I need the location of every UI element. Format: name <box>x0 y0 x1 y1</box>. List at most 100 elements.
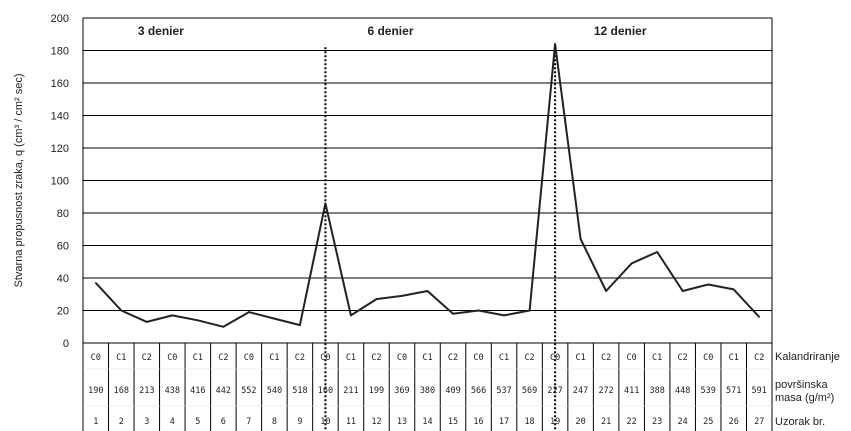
sample-number-cell: 24 <box>678 417 688 427</box>
data-point <box>299 324 301 326</box>
sample-number-cell: 6 <box>221 417 226 427</box>
mass-cell: 272 <box>598 386 613 396</box>
mass-cell: 448 <box>675 386 690 396</box>
data-point <box>273 317 276 320</box>
data-point <box>528 309 531 312</box>
sample-number-cell: 20 <box>575 417 585 427</box>
data-point <box>94 282 97 284</box>
y-tick-label: 60 <box>57 241 69 253</box>
calendering-cell: C1 <box>422 353 432 363</box>
mass-cell: 199 <box>369 386 384 396</box>
data-point <box>554 43 556 45</box>
sample-number-cell: 4 <box>170 417 175 427</box>
y-tick-label: 20 <box>57 306 69 318</box>
calendering-cell: C0 <box>320 353 330 363</box>
row-label-masa: površinska masa (g/m²) <box>775 379 834 404</box>
mass-cell: 211 <box>343 386 358 396</box>
data-point <box>426 290 429 292</box>
sample-number-cell: 17 <box>499 417 509 427</box>
mass-cell: 388 <box>649 386 664 396</box>
sample-number-cell: 19 <box>550 417 560 427</box>
y-tick-label: 140 <box>51 111 69 123</box>
data-point <box>681 290 684 292</box>
mass-cell: 380 <box>420 386 435 396</box>
y-tick-label: 160 <box>51 78 69 90</box>
data-point <box>605 290 607 292</box>
sample-number-cell: 25 <box>703 417 713 427</box>
data-point <box>324 202 327 205</box>
mass-cell: 213 <box>139 386 154 396</box>
y-tick-label: 180 <box>51 46 69 58</box>
sample-number-cell: 26 <box>729 417 739 427</box>
calendering-cell: C0 <box>244 353 254 363</box>
y-axis-label: Stvarna propusnost zraka, q (cm³ / cm² s… <box>13 74 25 288</box>
calendering-cell: C0 <box>91 353 101 363</box>
data-point <box>248 311 250 313</box>
mass-cell: 409 <box>445 386 460 396</box>
calendering-cell: C1 <box>575 353 585 363</box>
y-tick-label: 120 <box>51 143 69 155</box>
calendering-cell: C0 <box>397 353 407 363</box>
data-point <box>758 316 761 318</box>
y-tick-label: 0 <box>63 338 69 350</box>
mass-cell: 168 <box>114 386 129 396</box>
calendering-cell: C1 <box>729 353 739 363</box>
data-point <box>656 251 658 253</box>
calendering-cell: C1 <box>346 353 356 363</box>
sample-number-cell: 1 <box>93 417 98 427</box>
sample-number-cell: 3 <box>144 417 149 427</box>
mass-cell: 537 <box>496 386 511 396</box>
mass-cell: 518 <box>292 386 307 396</box>
calendering-cell: C2 <box>678 353 688 363</box>
y-tick-label: 80 <box>57 208 69 220</box>
sample-number-cell: 12 <box>371 417 381 427</box>
data-point <box>707 283 710 286</box>
mass-cell: 540 <box>267 386 282 396</box>
data-point <box>375 298 378 300</box>
sample-number-cell: 8 <box>272 417 277 427</box>
mass-cell: 416 <box>190 386 205 396</box>
sample-number-cell: 15 <box>448 417 458 427</box>
sample-number-cell: 11 <box>346 417 356 427</box>
sample-number-cell: 9 <box>297 417 302 427</box>
sample-number-cell: 27 <box>754 417 764 427</box>
mass-cell: 438 <box>165 386 180 396</box>
data-point <box>503 314 505 317</box>
data-point <box>732 288 735 291</box>
group-label: 12 denier <box>594 24 647 38</box>
data-point <box>401 295 403 297</box>
mass-cell: 442 <box>216 386 231 396</box>
sample-number-cell: 13 <box>397 417 407 427</box>
mass-cell: 539 <box>701 386 716 396</box>
row-label-uzorak: Uzorak br. <box>775 416 825 428</box>
mass-cell: 160 <box>318 386 333 396</box>
data-point <box>477 309 480 312</box>
calendering-cell: C2 <box>524 353 534 363</box>
y-tick-label: 40 <box>57 273 69 285</box>
data-point <box>630 262 633 265</box>
data-point <box>120 309 123 312</box>
mass-cell: 227 <box>547 386 562 396</box>
group-label: 3 denier <box>138 24 184 38</box>
calendering-cell: C2 <box>295 353 305 363</box>
data-point <box>145 321 148 323</box>
mass-cell: 411 <box>624 386 639 396</box>
y-tick-label: 200 <box>51 13 69 25</box>
mass-cell: 190 <box>88 386 103 396</box>
sample-number-cell: 16 <box>473 417 483 427</box>
sample-number-cell: 2 <box>119 417 124 427</box>
sample-number-cell: 18 <box>524 417 534 427</box>
mass-cell: 569 <box>522 386 537 396</box>
data-point <box>579 238 582 240</box>
calendering-cell: C2 <box>601 353 611 363</box>
y-tick-label: 100 <box>51 176 69 188</box>
data-point <box>452 312 454 315</box>
calendering-cell: C2 <box>218 353 228 363</box>
calendering-cell: C1 <box>499 353 509 363</box>
calendering-cell: C1 <box>652 353 662 363</box>
mass-cell: 566 <box>471 386 486 396</box>
calendering-cell: C2 <box>371 353 381 363</box>
mass-cell: 247 <box>573 386 588 396</box>
sample-number-cell: 10 <box>320 417 330 427</box>
